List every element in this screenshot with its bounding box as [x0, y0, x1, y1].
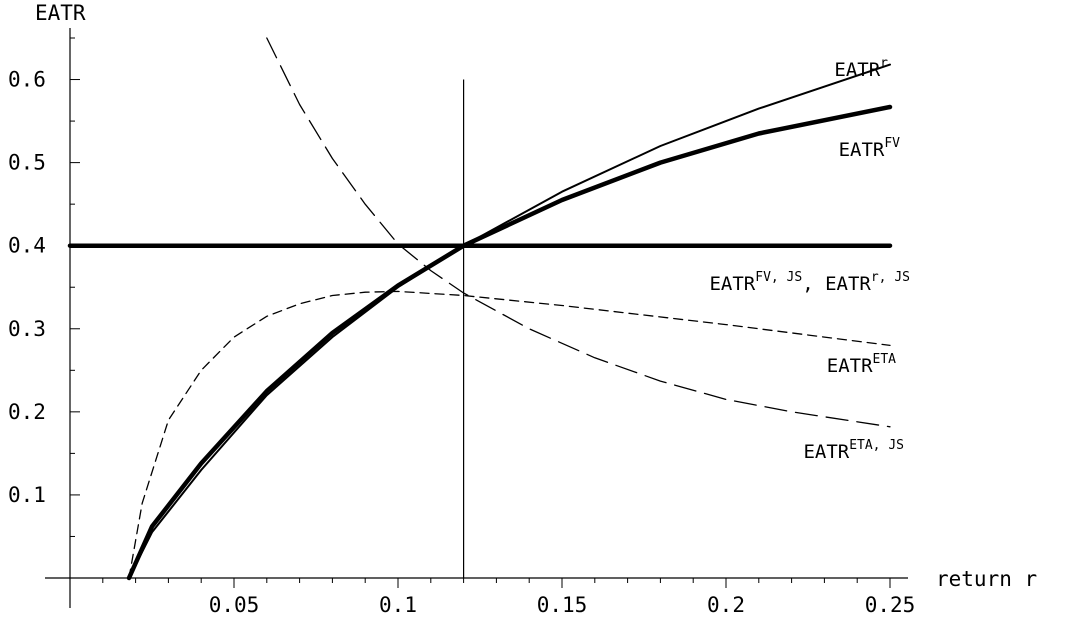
y-axis-title: EATR	[35, 1, 86, 25]
x-tick-label: 0.15	[537, 593, 588, 617]
series-line-1	[126, 104, 893, 581]
labels: return r EATR EATRr EATRFV EATRFV, JS, EATRr…	[35, 1, 1037, 591]
series-annotation-4: EATRETA, JS	[803, 438, 904, 463]
series-annotation-3: EATRETA	[827, 352, 896, 377]
series-line-4	[266, 37, 891, 428]
x-tick-label: 0.1	[379, 593, 417, 617]
series-annotation-1: EATRFV	[839, 136, 901, 161]
ticks: 0.05 0.1 0.15 0.2 0.25 0.1 0.2 0.3 0.4 0.5 0.6	[8, 37, 916, 617]
series-line-3	[128, 290, 891, 579]
x-tick-label: 0.25	[865, 593, 916, 617]
axes	[45, 28, 908, 608]
series-annotation-0: EATRr	[834, 56, 888, 81]
y-tick-label: 0.1	[8, 483, 46, 507]
x-tick-label: 0.2	[707, 593, 745, 617]
y-tick-label: 0.5	[8, 151, 46, 175]
x-tick-label: 0.05	[209, 593, 260, 617]
series-group	[67, 37, 893, 581]
y-tick-label: 0.2	[8, 400, 46, 424]
series-annotation-2: EATRFV, JS, EATRr, JS	[709, 270, 910, 295]
series-line-0	[128, 63, 891, 579]
x-axis-title: return r	[936, 567, 1037, 591]
y-tick-label: 0.3	[8, 317, 46, 341]
y-tick-label: 0.4	[8, 234, 46, 258]
y-tick-label: 0.6	[8, 68, 46, 92]
